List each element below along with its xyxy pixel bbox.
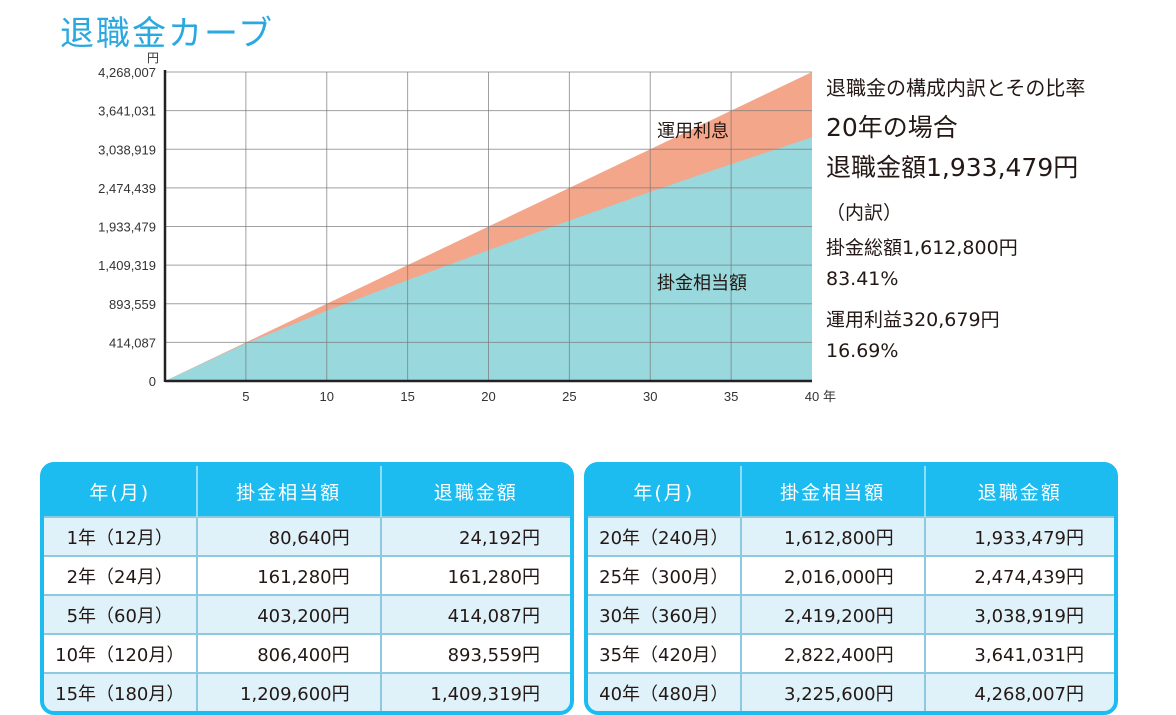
header-contrib: 掛金相当額 xyxy=(740,466,926,517)
cell-contrib: 403,200円 xyxy=(196,594,382,634)
table-row: 35年（420月） 2,822,400円 3,641,031円 xyxy=(588,633,1114,673)
y-tick-label: 0 xyxy=(149,374,156,389)
x-tick-label: 5 xyxy=(242,389,249,404)
cell-contrib: 161,280円 xyxy=(196,555,382,595)
cell-contrib: 80,640円 xyxy=(196,516,382,556)
panel-interest-pct: 16.69% xyxy=(826,340,899,362)
y-tick-label: 3,038,919 xyxy=(98,142,156,157)
cell-year: 25年（300月） xyxy=(588,555,742,595)
table-row: 30年（360月） 2,419,200円 3,038,919円 xyxy=(588,594,1114,634)
header-contrib: 掛金相当額 xyxy=(196,466,382,517)
retirement-curve-chart: 0 414,087 893,559 1,409,319 1,933,479 2,474,4… xyxy=(98,51,836,405)
x-tick-label: 10 xyxy=(320,389,334,404)
panel-interest: 運用利益320,679円 xyxy=(826,309,1000,331)
interest-area-label: 運用利息 xyxy=(657,121,729,142)
table-row: 1年（12月） 80,640円 24,192円 xyxy=(44,516,570,556)
panel-total: 退職金額1,933,479円 xyxy=(826,153,1079,182)
cell-contrib: 2,419,200円 xyxy=(740,594,926,634)
cell-contrib: 3,225,600円 xyxy=(740,672,926,711)
cell-contrib: 1,209,600円 xyxy=(196,672,382,711)
cell-year: 35年（420月） xyxy=(588,633,742,673)
contribution-area-label: 掛金相当額 xyxy=(657,273,747,294)
panel-case: 20年の場合 xyxy=(826,113,958,142)
cell-contrib: 1,612,800円 xyxy=(740,516,926,556)
table-row: 15年（180月） 1,209,600円 1,409,319円 xyxy=(44,672,570,711)
y-tick-label: 4,268,007 xyxy=(98,65,156,80)
table-row: 10年（120月） 806,400円 893,559円 xyxy=(44,633,570,673)
cell-total: 1,933,479円 xyxy=(924,516,1114,556)
cell-year: 10年（120月） xyxy=(44,633,198,673)
header-total: 退職金額 xyxy=(924,466,1114,517)
cell-year: 1年（12月） xyxy=(44,516,198,556)
page-title: 退職金カーブ xyxy=(60,14,274,54)
table-row: 40年（480月） 3,225,600円 4,268,007円 xyxy=(588,672,1114,711)
y-tick-label: 1,933,479 xyxy=(98,220,156,235)
x-axis-unit: 年 xyxy=(823,390,836,405)
panel-heading: 退職金の構成内訳とその比率 xyxy=(826,76,1086,100)
table-row: 25年（300月） 2,016,000円 2,474,439円 xyxy=(588,555,1114,595)
y-tick-label: 893,559 xyxy=(109,297,156,312)
cell-year: 5年（60月） xyxy=(44,594,198,634)
table-row: 5年（60月） 403,200円 414,087円 xyxy=(44,594,570,634)
x-tick-label: 25 xyxy=(562,389,576,404)
table-years-1-15: 年(月) 掛金相当額 退職金額 1年（12月） 80,640円 24,192円 2年（… xyxy=(40,462,574,715)
y-tick-label: 1,409,319 xyxy=(98,258,156,273)
cell-contrib: 2,822,400円 xyxy=(740,633,926,673)
header-total: 退職金額 xyxy=(380,466,570,517)
cell-total: 24,192円 xyxy=(380,516,570,556)
x-tick-label: 20 xyxy=(481,389,495,404)
x-tick-label: 15 xyxy=(400,389,414,404)
table-row: 2年（24月） 161,280円 161,280円 xyxy=(44,555,570,595)
table-row: 20年（240月） 1,612,800円 1,933,479円 xyxy=(588,516,1114,556)
panel-breakdown: （内訳） xyxy=(826,202,903,224)
panel-contrib: 掛金総額1,612,800円 xyxy=(826,237,1018,259)
cell-year: 20年（240月） xyxy=(588,516,742,556)
cell-year: 15年（180月） xyxy=(44,672,198,711)
x-tick-label: 30 xyxy=(643,389,657,404)
x-tick-label: 35 xyxy=(724,389,738,404)
panel-contrib-pct: 83.41% xyxy=(826,268,899,290)
cell-total: 1,409,319円 xyxy=(380,672,570,711)
header-year: 年(月) xyxy=(44,466,198,517)
cell-year: 2年（24月） xyxy=(44,555,198,595)
cell-year: 40年（480月） xyxy=(588,672,742,711)
cell-total: 414,087円 xyxy=(380,594,570,634)
x-tick-label: 40 xyxy=(805,389,819,404)
cell-contrib: 2,016,000円 xyxy=(740,555,926,595)
cell-contrib: 806,400円 xyxy=(196,633,382,673)
y-tick-label: 414,087 xyxy=(109,335,156,350)
y-tick-label: 2,474,439 xyxy=(98,181,156,196)
cell-total: 3,641,031円 xyxy=(924,633,1114,673)
header-year: 年(月) xyxy=(588,466,742,517)
table-years-20-40: 年(月) 掛金相当額 退職金額 20年（240月） 1,612,800円 1,933… xyxy=(584,462,1118,715)
y-axis-unit: 円 xyxy=(147,51,159,65)
cell-total: 4,268,007円 xyxy=(924,672,1114,711)
cell-total: 3,038,919円 xyxy=(924,594,1114,634)
cell-total: 2,474,439円 xyxy=(924,555,1114,595)
cell-total: 893,559円 xyxy=(380,633,570,673)
y-tick-label: 3,641,031 xyxy=(98,104,156,119)
cell-year: 30年（360月） xyxy=(588,594,742,634)
cell-total: 161,280円 xyxy=(380,555,570,595)
